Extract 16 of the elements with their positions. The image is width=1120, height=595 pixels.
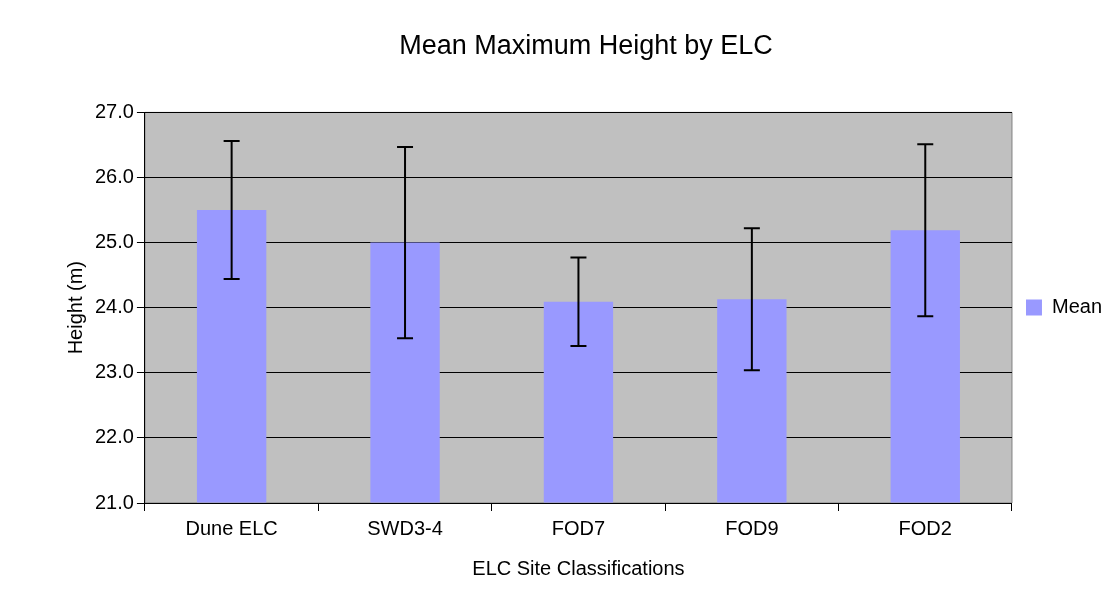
y-tick-label: 26.0: [94, 165, 134, 188]
legend-label: Mean: [1051, 295, 1102, 318]
x-tick-label: SWD3-4: [367, 516, 443, 539]
x-axis-title: ELC Site Classifications: [472, 556, 685, 579]
x-tick-label: FOD2: [898, 516, 952, 539]
x-tick-label: FOD7: [551, 516, 606, 539]
y-tick-label: 27.0: [94, 99, 134, 122]
y-axis-title: Height (m): [63, 261, 86, 355]
y-tick-label: 21.0: [94, 490, 134, 513]
x-tick-label: Dune ELC: [185, 516, 278, 539]
y-tick-label: 23.0: [94, 360, 134, 383]
y-tick-label: 25.0: [94, 230, 134, 253]
x-tick-label: FOD9: [725, 516, 779, 539]
y-tick-label: 22.0: [94, 425, 134, 448]
chart-title: Mean Maximum Height by ELC: [399, 29, 773, 60]
y-tick-label: 24.0: [94, 295, 134, 318]
